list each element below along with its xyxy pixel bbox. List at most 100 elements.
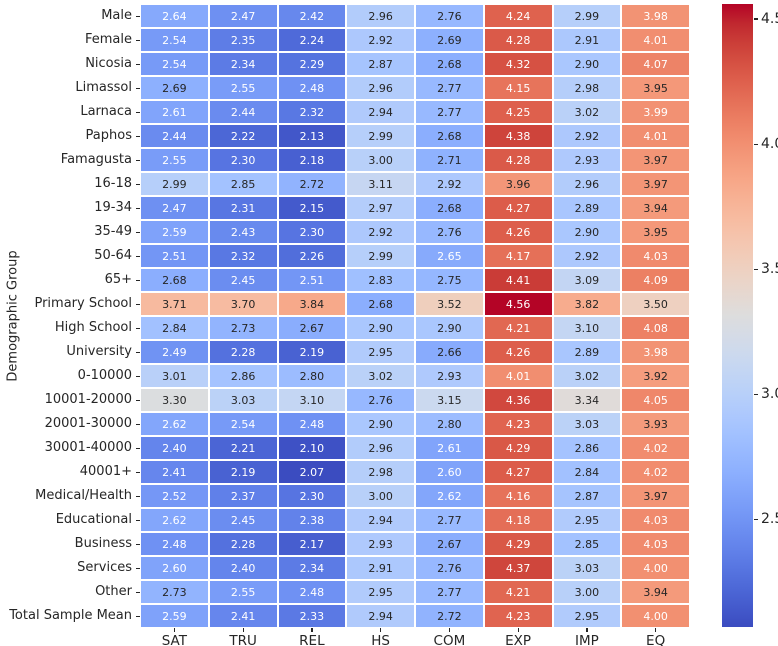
heatmap-cell: 2.68 [346, 292, 415, 316]
heatmap-cell: 2.26 [277, 244, 347, 268]
heatmap-cell: 4.29 [483, 436, 553, 460]
heatmap-cell: 2.94 [346, 100, 415, 124]
heatmap-cell: 2.92 [415, 172, 484, 196]
y-tick-label: Services [77, 560, 132, 575]
y-tick-label: Business [74, 536, 132, 551]
heatmap-cell: 2.51 [140, 244, 209, 268]
heatmap-cell: 4.26 [483, 340, 553, 364]
colorbar-tick-mark [753, 143, 758, 145]
colorbar-gradient [722, 4, 753, 627]
heatmap-cell: 2.73 [140, 580, 209, 604]
heatmap-cell: 2.31 [208, 196, 278, 220]
x-tick-label: TRU [229, 633, 257, 646]
heatmap-cell: 4.15 [483, 76, 553, 100]
heatmap-cell: 2.67 [277, 316, 347, 340]
heatmap-cell: 2.62 [415, 484, 484, 508]
x-tick-label: COM [433, 633, 466, 646]
heatmap-cell: 2.95 [346, 340, 415, 364]
y-tick-label: Primary School [34, 296, 132, 311]
y-tick-mark [136, 423, 140, 425]
heatmap-cell: 2.62 [140, 412, 209, 436]
heatmap-cell: 2.96 [346, 436, 415, 460]
heatmap-cell: 4.25 [483, 100, 553, 124]
colorbar-tick-label: 3.0 [761, 386, 778, 403]
y-tick-mark [136, 495, 140, 497]
heatmap-cell: 2.77 [415, 580, 484, 604]
heatmap-cell: 3.97 [621, 148, 690, 172]
heatmap-cell: 4.29 [483, 532, 553, 556]
y-tick-mark [136, 63, 140, 65]
heatmap-cell: 2.19 [277, 340, 347, 364]
y-tick-mark [136, 255, 140, 257]
y-tick-label: 50-64 [94, 248, 132, 263]
colorbar-tick-mark [753, 518, 758, 521]
heatmap-cell: 4.26 [483, 220, 553, 244]
heatmap-cell: 4.27 [483, 196, 553, 220]
colorbar-tick-label: 4.5 [761, 11, 778, 27]
heatmap-cell: 4.23 [483, 604, 553, 628]
heatmap-cell: 3.11 [346, 172, 415, 196]
heatmap-cell: 4.17 [483, 244, 553, 268]
y-tick-label: Larnaca [80, 104, 132, 119]
x-tick-mark [517, 628, 519, 632]
y-tick-mark [136, 615, 140, 617]
heatmap-cell: 3.95 [621, 220, 690, 244]
heatmap-cell: 3.98 [621, 4, 690, 28]
heatmap-cell: 2.49 [140, 340, 209, 364]
y-tick-label: Total Sample Mean [9, 608, 132, 623]
heatmap-cell: 2.65 [415, 244, 484, 268]
heatmap-cell: 2.21 [208, 436, 278, 460]
heatmap-cell: 2.47 [140, 196, 209, 220]
heatmap-cell: 2.64 [140, 4, 209, 28]
y-tick-mark [136, 399, 140, 401]
heatmap-cell: 4.56 [483, 292, 553, 316]
heatmap-cell: 2.30 [277, 484, 347, 508]
heatmap-cell: 2.89 [552, 196, 622, 220]
x-tick-mark [448, 628, 451, 632]
heatmap-cell: 3.94 [621, 196, 690, 220]
heatmap-cell: 2.35 [208, 28, 278, 52]
heatmap-cell: 2.28 [208, 532, 278, 556]
heatmap-cell: 4.28 [483, 28, 553, 52]
heatmap-cell: 2.92 [346, 28, 415, 52]
heatmap-cell: 2.40 [208, 556, 278, 580]
y-tick-mark [136, 87, 140, 89]
y-tick-label: Other [95, 584, 132, 599]
heatmap-cell: 4.21 [483, 580, 553, 604]
heatmap-cell: 3.30 [140, 388, 209, 412]
heatmap-cell: 2.75 [415, 268, 484, 292]
x-tick-label: REL [299, 633, 325, 646]
heatmap-cell: 2.84 [140, 316, 209, 340]
heatmap-cell: 3.84 [277, 292, 347, 316]
y-tick-mark [136, 183, 140, 185]
y-tick-label: University [66, 344, 132, 359]
heatmap-cell: 2.76 [415, 556, 484, 580]
heatmap-cell: 2.33 [277, 604, 347, 628]
heatmap-cell: 2.42 [277, 4, 347, 28]
heatmap-cell: 3.02 [346, 364, 415, 388]
heatmap-cell: 2.41 [140, 460, 209, 484]
heatmap-cell: 2.59 [140, 604, 209, 628]
heatmap-cell: 2.43 [208, 220, 278, 244]
heatmap-cell: 2.72 [277, 172, 347, 196]
heatmap-cell: 2.67 [415, 532, 484, 556]
heatmap-cell: 3.10 [277, 388, 347, 412]
heatmap-cell: 2.76 [415, 4, 484, 28]
heatmap-cell: 2.68 [415, 52, 484, 76]
y-tick-label: Famagusta [60, 152, 132, 167]
x-tick-mark [173, 628, 176, 632]
heatmap-cell: 2.22 [208, 124, 278, 148]
y-tick-mark [136, 591, 140, 593]
heatmap-cell: 2.13 [277, 124, 347, 148]
heatmap-cell: 2.86 [208, 364, 278, 388]
y-tick-mark [136, 543, 140, 545]
heatmap-cell: 3.00 [346, 148, 415, 172]
y-tick-mark [136, 15, 140, 17]
heatmap-cell: 3.93 [621, 412, 690, 436]
heatmap-cell: 2.96 [346, 76, 415, 100]
heatmap-cell: 2.30 [208, 148, 278, 172]
heatmap-cell: 2.40 [140, 436, 209, 460]
heatmap-cell: 4.07 [621, 52, 690, 76]
heatmap-cell: 2.93 [552, 148, 622, 172]
heatmap-cell: 2.99 [552, 4, 622, 28]
